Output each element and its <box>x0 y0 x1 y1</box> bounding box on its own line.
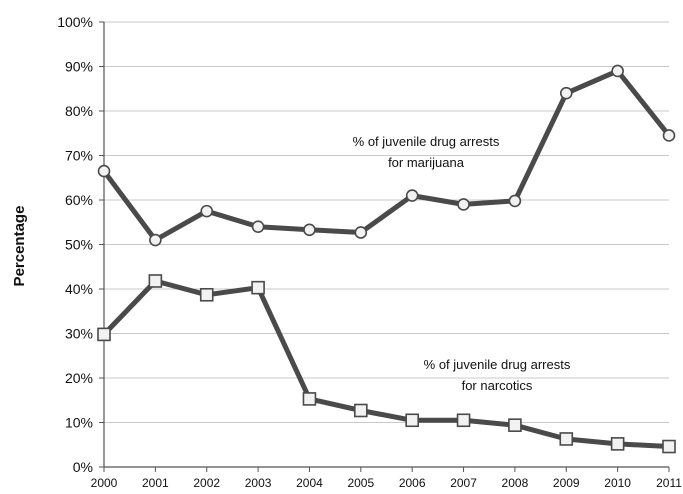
y-tick-label: 20% <box>65 370 93 386</box>
data-point <box>559 432 574 446</box>
x-tick-label: 2000 <box>91 476 118 490</box>
y-tick-label: 90% <box>65 59 93 75</box>
y-tick-label: 100% <box>57 14 93 30</box>
y-tick-label: 50% <box>65 237 93 253</box>
y-axis-label: Percentage <box>11 206 28 287</box>
series-line-0 <box>101 68 671 243</box>
data-point <box>610 437 625 451</box>
x-tick-label: 2009 <box>553 476 580 490</box>
y-tick-label: 0% <box>73 459 93 475</box>
data-point <box>148 274 163 288</box>
x-tick-labels: 2000 2001 2002 2003 2004 2005 2006 2007 2008 2009… <box>91 476 683 490</box>
data-point <box>559 86 573 100</box>
data-point <box>508 194 522 208</box>
x-tick-label: 2001 <box>142 476 169 490</box>
annotation-narcotics-line1: % of juvenile drug arrests <box>424 357 571 372</box>
x-tick-label: 2011 <box>656 476 682 490</box>
data-point <box>508 418 522 432</box>
x-tick-label: 2002 <box>193 476 220 490</box>
annotation-narcotics-line2: for narcotics <box>462 378 533 393</box>
data-point <box>662 439 676 454</box>
x-tick-label: 2003 <box>245 476 272 490</box>
data-point <box>200 204 214 218</box>
y-tick-labels: 0% 10% 20% 30% 40% 50% 60% 70% 80% 90% 100% <box>57 14 93 475</box>
data-point <box>97 327 111 342</box>
data-point <box>405 189 419 202</box>
annotation-marijuana-line1: % of juvenile drug arrests <box>353 134 500 149</box>
y-tick-label: 30% <box>65 326 93 342</box>
x-tick-label: 2010 <box>604 476 631 490</box>
data-point <box>354 226 368 239</box>
axes <box>99 21 670 472</box>
data-point <box>354 403 368 418</box>
data-point <box>149 233 162 247</box>
series-lines <box>101 68 671 449</box>
gridlines <box>104 21 669 423</box>
x-tick-label: 2005 <box>347 476 374 490</box>
data-point <box>303 223 316 237</box>
data-point <box>457 198 470 211</box>
y-tick-label: 10% <box>65 415 93 431</box>
data-point <box>302 392 317 406</box>
y-tick-label: 40% <box>65 281 93 297</box>
data-point <box>456 413 471 428</box>
y-tick-label: 70% <box>65 148 93 164</box>
data-point <box>405 413 419 428</box>
data-point <box>251 280 265 295</box>
annotation-marijuana-line2: for marijuana <box>388 155 465 170</box>
y-tick-label: 80% <box>65 103 93 119</box>
series-markers <box>97 64 676 454</box>
x-tick-label: 2007 <box>450 476 477 490</box>
x-tick-label: 2006 <box>399 476 426 490</box>
data-point <box>251 220 265 233</box>
y-tick-label: 60% <box>65 192 93 208</box>
data-point <box>611 64 624 78</box>
data-point <box>97 164 111 178</box>
data-point <box>662 129 676 142</box>
data-point <box>199 287 214 302</box>
series-line-1 <box>102 278 670 449</box>
x-tick-label: 2008 <box>502 476 529 490</box>
x-tick-label: 2004 <box>296 476 323 490</box>
